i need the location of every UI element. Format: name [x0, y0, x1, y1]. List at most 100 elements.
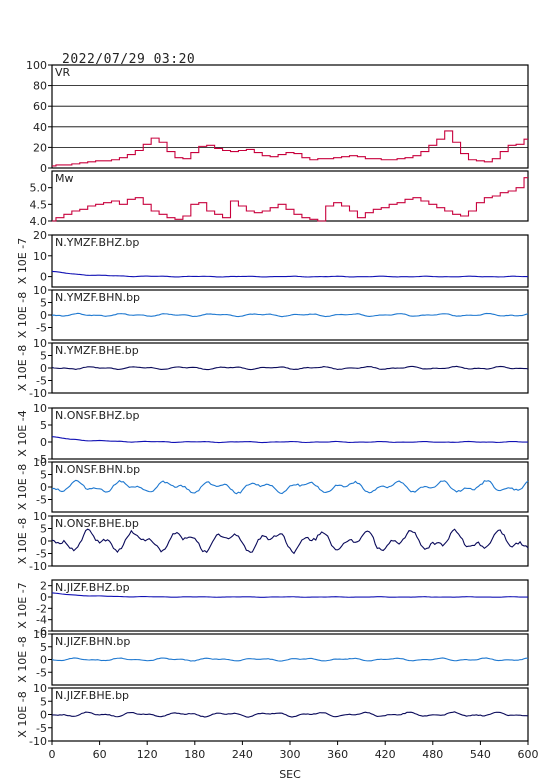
y-tick-label: 20	[33, 229, 47, 242]
y-tick-label: -5	[36, 548, 47, 561]
y-tick-label: -4	[36, 614, 47, 627]
x-tick-label: 540	[470, 748, 491, 761]
x-tick-label: 60	[93, 748, 107, 761]
y-tick-label: 5	[40, 641, 47, 654]
y-tick-label: 10	[33, 682, 47, 695]
panel-mw: 4.0 4.5 5.0 Mw	[30, 170, 529, 228]
y-axis-unit-label: X 10E -4	[16, 410, 29, 456]
figure-title: 2022/07/29 03:20	[62, 52, 195, 67]
panel-label: N.JIZF.BHE.bp	[55, 689, 129, 702]
panel-n-ymzf-bhz-bp: 0 10 20 N.YMZF.BHZ.bp X 10E -7	[16, 229, 529, 288]
y-tick-label: -5	[36, 322, 47, 335]
panel-label: Mw	[55, 172, 74, 185]
y-axis-unit-label: X 10E -8	[16, 518, 29, 564]
panel-label: N.YMZF.BHZ.bp	[55, 236, 139, 249]
panel-frame	[51, 407, 529, 460]
y-tick-label: 20	[33, 141, 47, 154]
y-tick-label: -10	[29, 560, 47, 573]
x-tick-label: 120	[137, 748, 158, 761]
x-tick-label: 480	[422, 748, 443, 761]
y-axis-unit-label: X 10E -8	[16, 292, 29, 338]
y-tick-label: 4.0	[30, 215, 48, 228]
y-tick-label: 5	[40, 297, 47, 310]
y-tick-label: 0	[40, 591, 47, 604]
y-tick-label: 10	[33, 456, 47, 469]
y-tick-label: 0	[40, 654, 47, 667]
x-tick-label: 180	[184, 748, 205, 761]
x-tick-label: 420	[375, 748, 396, 761]
y-tick-label: 5	[40, 523, 47, 536]
y-tick-label: 10	[33, 337, 47, 350]
series-line	[51, 365, 529, 371]
series-line	[51, 528, 529, 555]
panel-frame	[51, 234, 529, 288]
y-axis-unit-label: X 10E -8	[16, 464, 29, 510]
panel-n-onsf-bhz-bp: -5 0 5 10 N.ONSF.BHZ.bp X 10E -4	[16, 402, 529, 466]
panel-label: N.JIZF.BHN.bp	[55, 635, 130, 648]
y-tick-label: 60	[33, 100, 47, 113]
y-tick-label: 0	[40, 309, 47, 322]
panel-frame	[51, 170, 529, 222]
y-tick-label: 5.0	[30, 182, 48, 195]
y-tick-label: -5	[36, 494, 47, 507]
y-tick-label: 5	[40, 419, 47, 432]
y-tick-label: -6	[36, 625, 47, 638]
y-tick-label: -10	[29, 387, 47, 400]
panel-label: N.YMZF.BHE.bp	[55, 344, 139, 357]
y-tick-label: 100	[26, 59, 47, 72]
y-tick-label: 0	[40, 535, 47, 548]
y-tick-label: 0	[40, 162, 47, 175]
y-tick-label: 10	[33, 284, 47, 297]
panel-vr: 0 20 40 60 80 100 VR	[26, 59, 529, 175]
x-tick-label: 300	[280, 748, 301, 761]
panel-label: N.ONSF.BHN.bp	[55, 463, 140, 476]
y-tick-label: 2	[40, 580, 47, 593]
y-axis-unit-label: X 10E -7	[16, 582, 29, 628]
series-line	[51, 657, 529, 662]
y-tick-label: 10	[33, 402, 47, 415]
y-tick-label: -5	[36, 375, 47, 388]
panels-group: 020406080100VR4.04.55.0Mw01020N.YMZF.BHZ…	[16, 59, 529, 748]
panel-n-jizf-bhz-bp: -6-4-202 N.JIZF.BHZ.bp X 10E -7	[16, 579, 529, 638]
panel-label: N.ONSF.BHZ.bp	[55, 409, 139, 422]
series-line	[52, 177, 528, 222]
x-tick-label: 240	[232, 748, 253, 761]
y-axis-unit-label: X 10E -8	[16, 636, 29, 682]
panel-label: VR	[55, 66, 71, 79]
y-axis-unit-label: X 10E -8	[16, 691, 29, 737]
y-tick-label: 5	[40, 469, 47, 482]
y-tick-label: 0	[40, 481, 47, 494]
y-tick-label: 10	[33, 628, 47, 641]
panel-label: N.JIZF.BHZ.bp	[55, 581, 130, 594]
y-tick-label: -10	[29, 735, 47, 748]
y-tick-label: -5	[36, 453, 47, 466]
series-line	[51, 270, 529, 278]
y-tick-label: -2	[36, 602, 47, 615]
panel-label: N.ONSF.BHE.bp	[55, 517, 139, 530]
y-tick-label: 5	[40, 695, 47, 708]
panel-label: N.YMZF.BHN.bp	[55, 291, 140, 304]
y-tick-label: 10	[33, 510, 47, 523]
y-tick-label: 0	[40, 271, 47, 284]
series-line	[52, 130, 528, 167]
y-tick-label: 0	[40, 436, 47, 449]
y-tick-label: -5	[36, 722, 47, 735]
series-line	[51, 711, 529, 718]
y-axis-unit-label: X 10E -7	[16, 238, 29, 284]
y-tick-label: 40	[33, 121, 47, 134]
y-tick-label: 80	[33, 80, 47, 93]
panel-frame	[51, 64, 529, 169]
y-tick-label: 5	[40, 350, 47, 363]
y-tick-label: 0	[40, 709, 47, 722]
x-tick-label: 0	[49, 748, 56, 761]
x-axis: 0 60 120 180 240 300 360 420 480 540 600	[49, 741, 539, 761]
x-axis-label: SEC	[279, 768, 301, 781]
panel-frame	[51, 579, 529, 632]
series-line	[51, 592, 529, 598]
